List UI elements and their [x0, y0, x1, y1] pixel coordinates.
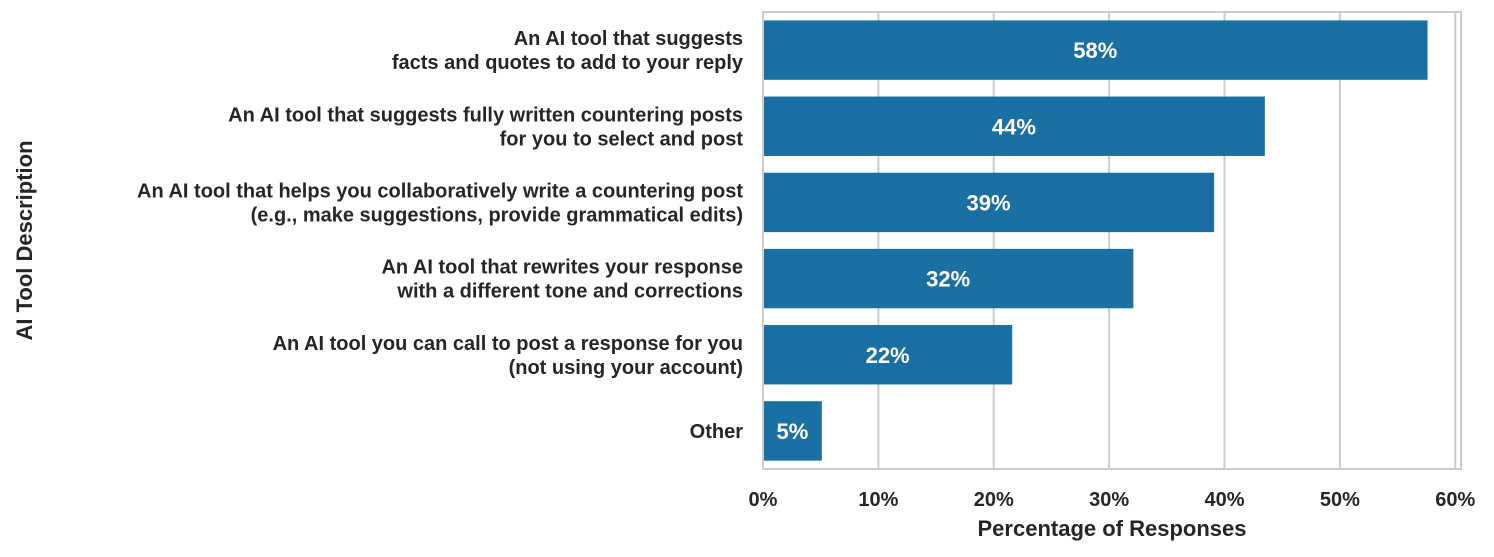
- category-label: An AI tool that suggests facts and quotes…: [392, 28, 744, 74]
- x-tick-label: 50%: [1320, 489, 1360, 511]
- bar: [763, 20, 1428, 80]
- category-label: An AI tool that suggests fully written c…: [228, 104, 743, 150]
- x-tick-labels: 0% 10% 20% 30% 40% 50% 60%: [749, 489, 1476, 511]
- x-axis-title: Percentage of Responses: [978, 516, 1247, 541]
- gridlines: [762, 12, 1457, 469]
- category-labels: An AI tool that suggests facts and quotes…: [137, 28, 744, 443]
- bar-value-label: 44%: [992, 114, 1036, 139]
- category-label: Other: [690, 421, 744, 443]
- bar: [763, 401, 822, 461]
- bar-value-label: 39%: [967, 190, 1011, 215]
- y-axis-title: AI Tool Description: [12, 140, 37, 340]
- x-tick-label: 30%: [1089, 489, 1129, 511]
- bar: [763, 172, 1215, 233]
- bar: [763, 96, 1265, 156]
- x-tick-label: 60%: [1435, 489, 1475, 511]
- category-label: An AI tool you can call to post a respon…: [273, 333, 743, 379]
- plot-frame: [762, 11, 1462, 470]
- category-label: An AI tool that helps you collaborativel…: [137, 180, 743, 226]
- bar-value-label: 58%: [1073, 38, 1117, 63]
- x-tick-label: 0%: [749, 489, 778, 511]
- x-tick-label: 10%: [858, 489, 898, 511]
- x-tick-label: 40%: [1204, 489, 1244, 511]
- bars: 58% 44% 39% 32% 22% 5%: [763, 20, 1428, 461]
- bar: [763, 248, 1134, 309]
- x-tick-label: 20%: [974, 489, 1014, 511]
- bar-value-label: 5%: [777, 419, 809, 444]
- bar-value-label: 22%: [866, 343, 910, 368]
- bar: [763, 325, 1013, 385]
- category-label: An AI tool that rewrites your response wi…: [381, 257, 743, 303]
- bar-value-label: 32%: [926, 267, 970, 292]
